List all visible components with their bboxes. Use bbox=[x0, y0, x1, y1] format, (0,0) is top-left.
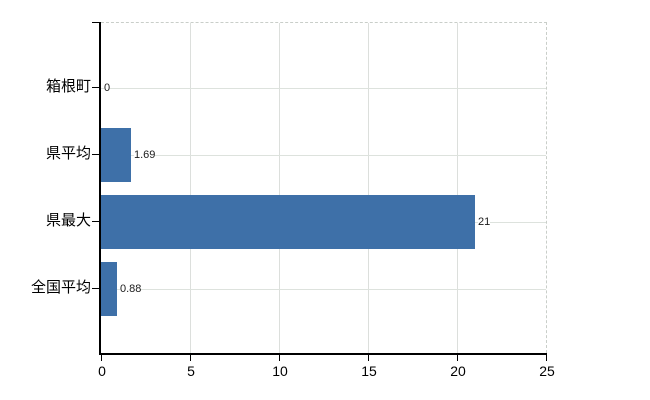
x-axis-tick-label: 25 bbox=[539, 363, 555, 379]
y-axis-tick bbox=[92, 221, 99, 222]
y-axis-tick bbox=[92, 22, 99, 23]
x-axis-tick bbox=[101, 355, 102, 361]
gridline-horizontal bbox=[101, 155, 546, 156]
x-axis-tick-label: 15 bbox=[361, 363, 377, 379]
bar-value-label: 0 bbox=[104, 82, 111, 94]
bar bbox=[101, 195, 475, 249]
x-axis-line bbox=[99, 353, 547, 355]
gridline-vertical bbox=[279, 23, 280, 353]
bar bbox=[101, 262, 117, 316]
bar-value-label: 0.88 bbox=[120, 283, 142, 295]
x-axis-tick bbox=[546, 355, 547, 361]
plot-area: 0 1.69 21 0.88 bbox=[101, 22, 547, 353]
x-axis-tick bbox=[457, 355, 458, 361]
x-axis-tick-label: 0 bbox=[98, 363, 106, 379]
category-label: 県平均 bbox=[45, 145, 91, 162]
y-axis-tick bbox=[92, 288, 99, 289]
gridline-vertical bbox=[190, 23, 191, 353]
x-axis-tick bbox=[368, 355, 369, 361]
x-axis-tick-label: 20 bbox=[450, 363, 466, 379]
bar-value-label: 1.69 bbox=[134, 149, 156, 161]
category-label: 県最大 bbox=[45, 212, 91, 229]
x-axis-tick bbox=[190, 355, 191, 361]
y-axis-tick bbox=[92, 87, 99, 88]
x-axis-tick-label: 10 bbox=[272, 363, 288, 379]
category-label: 箱根町 bbox=[45, 78, 91, 95]
gridline-vertical bbox=[457, 23, 458, 353]
x-axis-tick bbox=[279, 355, 280, 361]
x-axis-tick-label: 5 bbox=[187, 363, 195, 379]
gridline-horizontal bbox=[101, 88, 546, 89]
gridline-horizontal bbox=[101, 289, 546, 290]
bar bbox=[101, 128, 131, 182]
gridline-vertical bbox=[368, 23, 369, 353]
y-axis-line bbox=[99, 22, 101, 353]
y-axis-tick bbox=[92, 154, 99, 155]
category-label: 全国平均 bbox=[30, 279, 91, 296]
bar-value-label: 21 bbox=[478, 216, 491, 228]
